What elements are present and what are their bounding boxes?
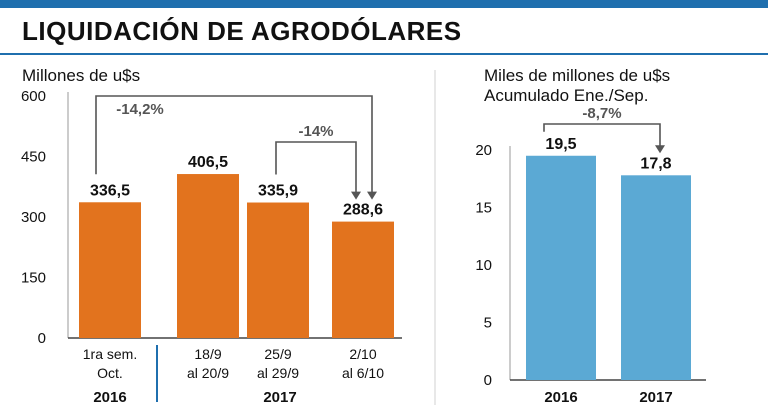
left-category-label-line1: 1ra sem. <box>83 346 137 362</box>
left-bar-value-label: 335,9 <box>258 183 298 200</box>
left-category-label-line1: 18/9 <box>194 346 221 362</box>
left-category-label-line2: Oct. <box>97 365 123 381</box>
right-y-tick-label: 15 <box>475 200 492 217</box>
left-category-label-line2: al 29/9 <box>257 365 299 381</box>
left-bar <box>79 202 141 338</box>
left-bracket-outer-arrow <box>367 191 377 200</box>
right-y-tick-label: 5 <box>484 315 492 332</box>
right-category-label: 2016 <box>544 389 577 406</box>
right-annotation: -8,7% <box>582 105 621 122</box>
left-bar-value-label: 336,5 <box>90 182 130 199</box>
right-bar-value-label: 19,5 <box>545 136 576 153</box>
left-annotation-inner: -14% <box>298 123 333 140</box>
left-bracket-inner <box>275 141 357 196</box>
left-y-tick-label: 150 <box>21 270 46 287</box>
left-y-tick-label: 600 <box>21 88 46 105</box>
left-group-label-2017: 2017 <box>263 389 296 406</box>
right-bracket-arrow <box>655 145 665 154</box>
right-y-tick-label: 20 <box>475 142 492 159</box>
right-y-tick-label: 0 <box>484 372 492 389</box>
left-bracket-inner-arrow <box>351 191 361 200</box>
right-chart-subtitle: Acumulado Ene./Sep. <box>484 86 649 105</box>
left-y-tick-label: 0 <box>38 330 46 347</box>
top-accent-bar <box>0 0 768 8</box>
left-annotation-outer: -14,2% <box>116 101 164 118</box>
left-category-label-line2: al 6/10 <box>342 365 384 381</box>
left-group-label-2016: 2016 <box>93 389 126 406</box>
right-category-label: 2017 <box>639 389 672 406</box>
left-bar-value-label: 288,6 <box>343 202 383 219</box>
left-category-label-line1: 25/9 <box>264 346 291 362</box>
title-rule <box>0 53 768 55</box>
right-chart-unit-label: Miles de millones de u$s <box>484 66 671 85</box>
right-bar-value-label: 17,8 <box>640 155 671 172</box>
left-y-tick-label: 300 <box>21 209 46 226</box>
page-title: LIQUIDACIÓN DE AGRODÓLARES <box>22 16 462 46</box>
left-bar <box>247 202 309 338</box>
left-bracket-outer <box>95 95 373 196</box>
left-category-label-line1: 2/10 <box>349 346 376 362</box>
right-y-tick-label: 10 <box>475 257 492 274</box>
left-bar <box>177 174 239 338</box>
left-category-label-line2: al 20/9 <box>187 365 229 381</box>
left-y-tick-label: 450 <box>21 149 46 166</box>
right-bracket <box>543 123 661 150</box>
left-chart-unit-label: Millones de u$s <box>22 66 141 85</box>
left-bar-value-label: 406,5 <box>188 154 228 171</box>
right-bar <box>526 155 596 380</box>
right-bar <box>621 175 691 380</box>
left-bar <box>332 221 394 338</box>
